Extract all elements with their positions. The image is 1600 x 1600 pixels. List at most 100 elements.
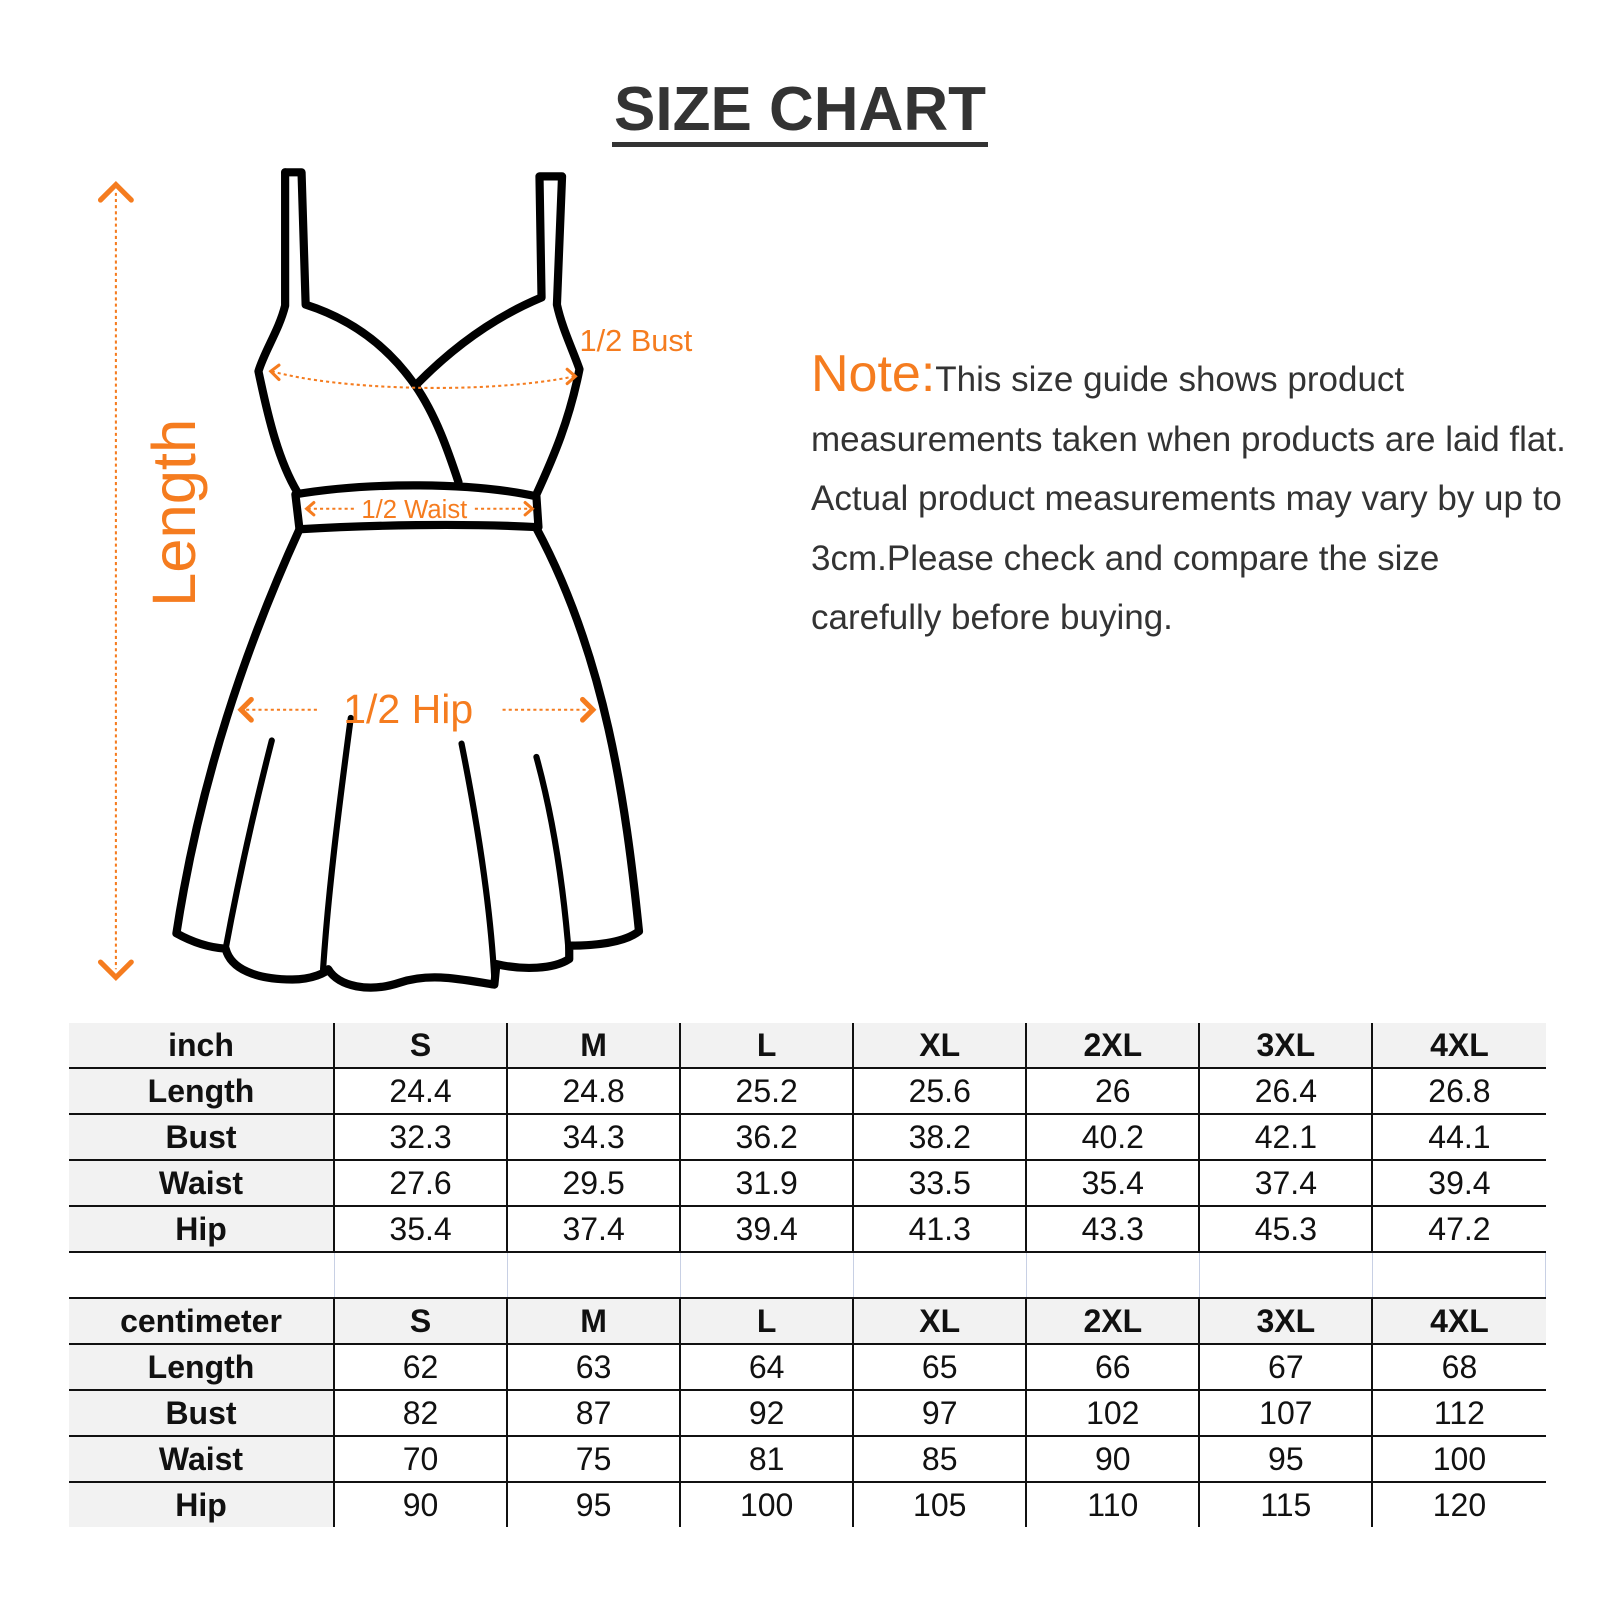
arrowheads [97, 180, 597, 982]
page-title: SIZE CHART [612, 78, 988, 147]
spacer-cell [1026, 1252, 1200, 1299]
spacer-cell [853, 1252, 1027, 1299]
size-header: 2XL [1026, 1298, 1201, 1345]
table-cell: 97 [853, 1390, 1028, 1437]
table-row: Length 24.4 24.8 25.2 25.6 26 26.4 26.8 [69, 1068, 1546, 1115]
size-table: inch S M L XL 2XL 3XL 4XL Length 24.4 24.8 25.2 25.6… [69, 1023, 1547, 1527]
size-header: 3XL [1199, 1298, 1374, 1345]
length-label: Length [140, 419, 209, 607]
table-cell: 90 [1026, 1436, 1201, 1483]
table-cell: 63 [507, 1344, 682, 1391]
table-cell: 24.4 [334, 1068, 509, 1115]
header-row: centimeter S M L XL 2XL 3XL 4XL [69, 1298, 1546, 1345]
row-label: Hip [69, 1482, 335, 1527]
table-cell: 31.9 [680, 1160, 855, 1207]
table-cell: 105 [853, 1482, 1028, 1527]
table-cell: 110 [1026, 1482, 1201, 1527]
row-label: Length [69, 1344, 335, 1391]
table-row: Hip 90 95 100 105 110 115 120 [69, 1482, 1546, 1527]
row-label: Hip [69, 1206, 335, 1253]
size-header: XL [853, 1023, 1028, 1069]
row-label: Length [69, 1068, 335, 1115]
table-row: Length 62 63 64 65 66 67 68 [69, 1344, 1546, 1391]
table-cell: 85 [853, 1436, 1028, 1483]
table-cell: 42.1 [1199, 1114, 1374, 1161]
table-cell: 40.2 [1026, 1114, 1201, 1161]
table-row: Bust 32.3 34.3 36.2 38.2 40.2 42.1 44.1 [69, 1114, 1546, 1161]
table-cell: 29.5 [507, 1160, 682, 1207]
note-text: This size guide shows product measuremen… [811, 360, 1566, 637]
table-cell: 44.1 [1372, 1114, 1546, 1161]
table-cell: 37.4 [1199, 1160, 1374, 1207]
table-cell: 38.2 [853, 1114, 1028, 1161]
dress-outline [172, 168, 644, 992]
table-cell: 43.3 [1026, 1206, 1201, 1253]
table-cell: 26.4 [1199, 1068, 1374, 1115]
unit-header: centimeter [69, 1298, 335, 1345]
table-row: Bust 82 87 92 97 102 107 112 [69, 1390, 1546, 1437]
size-header: 2XL [1026, 1023, 1201, 1069]
table-cell: 95 [507, 1482, 682, 1527]
table-cell: 25.2 [680, 1068, 855, 1115]
table-cell: 27.6 [334, 1160, 509, 1207]
table-cell: 90 [334, 1482, 509, 1527]
table-cell: 100 [1372, 1436, 1546, 1483]
title-wrap: SIZE CHART [0, 78, 1600, 147]
table-cell: 107 [1199, 1390, 1374, 1437]
row-label: Waist [69, 1436, 335, 1483]
waist-label: 1/2 Waist [361, 496, 467, 524]
size-header: S [334, 1298, 509, 1345]
table-cell: 100 [680, 1482, 855, 1527]
table-cell: 25.6 [853, 1068, 1028, 1115]
bust-label: 1/2 Bust [579, 323, 692, 358]
size-header: 4XL [1372, 1298, 1546, 1345]
spacer-cell [507, 1252, 681, 1299]
table-cell: 39.4 [680, 1206, 855, 1253]
table-cell: 35.4 [334, 1206, 509, 1253]
row-label: Bust [69, 1390, 335, 1437]
table-row: Waist 70 75 81 85 90 95 100 [69, 1436, 1546, 1483]
spacer-cell [1199, 1252, 1373, 1299]
size-header: 4XL [1372, 1023, 1546, 1069]
table-cell: 62 [334, 1344, 509, 1391]
size-header: XL [853, 1298, 1028, 1345]
hip-label: 1/2 Hip [343, 686, 473, 732]
table-cell: 87 [507, 1390, 682, 1437]
spacer-cell [69, 1252, 335, 1299]
table-cell: 47.2 [1372, 1206, 1546, 1253]
header-row: inch S M L XL 2XL 3XL 4XL [69, 1023, 1546, 1069]
table-cell: 82 [334, 1390, 509, 1437]
note: Note:This size guide shows product measu… [811, 345, 1571, 648]
table-cell: 68 [1372, 1344, 1546, 1391]
size-header: 3XL [1199, 1023, 1374, 1069]
table-cell: 115 [1199, 1482, 1374, 1527]
measurement-lines [114, 192, 587, 970]
table-cell: 64 [680, 1344, 855, 1391]
table-cell: 92 [680, 1390, 855, 1437]
table-row: Waist 27.6 29.5 31.9 33.5 35.4 37.4 39.4 [69, 1160, 1546, 1207]
size-header: L [680, 1023, 855, 1069]
table-cell: 81 [680, 1436, 855, 1483]
size-header: M [507, 1023, 682, 1069]
spacer-row [69, 1252, 1547, 1299]
row-label: Bust [69, 1114, 335, 1161]
size-header: S [334, 1023, 509, 1069]
unit-header: inch [69, 1023, 335, 1069]
table-cell: 34.3 [507, 1114, 682, 1161]
table-cell: 65 [853, 1344, 1028, 1391]
size-header: M [507, 1298, 682, 1345]
table-cell: 67 [1199, 1344, 1374, 1391]
table-cell: 33.5 [853, 1160, 1028, 1207]
table-cell: 36.2 [680, 1114, 855, 1161]
table-cell: 26 [1026, 1068, 1201, 1115]
row-label: Waist [69, 1160, 335, 1207]
table-cell: 66 [1026, 1344, 1201, 1391]
table-cell: 35.4 [1026, 1160, 1201, 1207]
table-cell: 26.8 [1372, 1068, 1546, 1115]
table-cell: 24.8 [507, 1068, 682, 1115]
table-cell: 45.3 [1199, 1206, 1374, 1253]
table-cell: 112 [1372, 1390, 1546, 1437]
size-header: L [680, 1298, 855, 1345]
table-cell: 70 [334, 1436, 509, 1483]
spacer-cell [334, 1252, 508, 1299]
